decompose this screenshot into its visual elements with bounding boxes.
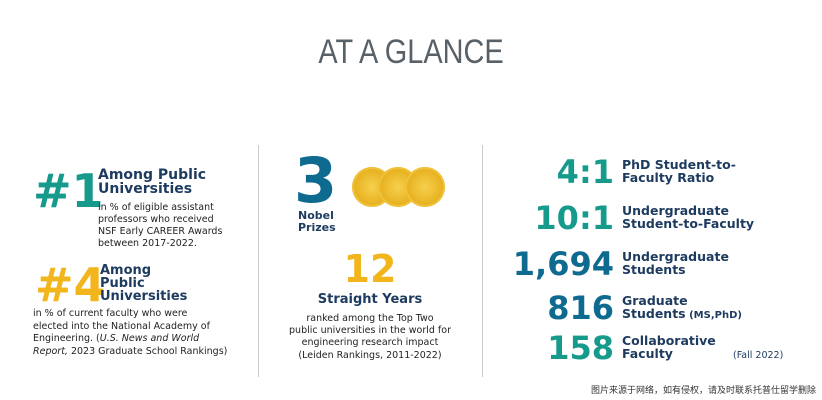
years-heading: Straight Years — [317, 292, 423, 307]
divider — [258, 145, 259, 377]
divider — [482, 145, 483, 377]
description-text: 2023 Graduate School Rankings) — [67, 345, 228, 357]
nobel-label-line: Nobel — [298, 209, 334, 222]
description-text: Engineering. ( — [33, 333, 100, 344]
stat-label-line: Students — [622, 262, 686, 277]
years-description-line: public universities in the world for — [289, 325, 451, 336]
years-description-line: ranked among the Top Two — [306, 313, 434, 324]
rank-heading: Among Public Universities — [98, 168, 206, 196]
stat-label-line: Graduate — [622, 293, 688, 308]
stat-label: PhD Student-to- Faculty Ratio — [622, 158, 736, 184]
rank-description: in % of current faculty who were elected … — [33, 308, 227, 358]
stat-suffix: (MS,PhD) — [685, 310, 742, 321]
nobel-label: Nobel Prizes — [298, 210, 336, 234]
stat-label-line: Collaborative — [622, 333, 716, 348]
stat-label: Graduate Students (MS,PhD) — [622, 294, 742, 322]
rank-number: #4 — [35, 258, 106, 312]
stat-label-line: Student-to-Faculty — [622, 216, 755, 231]
rank-description-line: NSF Early CAREER Awards — [98, 226, 223, 237]
stat-number: 816 — [547, 289, 614, 327]
years-description-line: engineering research impact — [301, 337, 439, 348]
stat-number: 158 — [547, 329, 614, 367]
rank-description-line: between 2017-2022. — [98, 238, 197, 249]
description-line: in % of current faculty who were — [33, 308, 227, 321]
years-description: ranked among the Top Two public universit… — [270, 313, 470, 349]
years-source: (Leiden Rankings, 2011-2022) — [298, 350, 442, 361]
nobel-label-line: Prizes — [298, 221, 336, 234]
description-text: Report, — [33, 345, 68, 357]
rank-heading-line: Among — [100, 263, 152, 278]
stat-label: Undergraduate Student-to-Faculty — [622, 204, 754, 230]
rank-heading-line: Public — [100, 276, 145, 291]
stat-label-line: Undergraduate — [622, 249, 729, 264]
rank-heading: Among Public Universities — [100, 264, 187, 303]
description-text: in % of current faculty who were — [33, 308, 188, 319]
stat-label-line: Faculty Ratio — [622, 170, 715, 185]
stat-label-line: Students (MS,PhD) — [622, 306, 742, 321]
stat-label-line: PhD Student-to- — [622, 157, 736, 172]
medal — [405, 167, 445, 207]
rank-heading-line: Universities — [100, 289, 188, 304]
rank-heading-line: Universities — [98, 181, 193, 197]
rank-description-line: in % of eligible assistant — [98, 202, 214, 213]
note: (Fall 2022) — [733, 350, 784, 361]
years-number: 12 — [343, 247, 397, 291]
stat-number: 1,694 — [512, 245, 614, 283]
description-text: elected into the National Academy of — [33, 320, 210, 332]
stat-number: 10:1 — [534, 199, 614, 237]
stat-number: 4:1 — [556, 153, 614, 191]
rank-description: in % of eligible assistant professors who… — [98, 202, 222, 250]
nobel-number: 3 — [294, 144, 338, 217]
stat-label: Collaborative Faculty — [622, 334, 716, 360]
footer: 图片来源于网络，如有侵权，请及时联系托普仕留学删除 — [590, 386, 816, 396]
rank-description-line: professors who received — [98, 214, 214, 225]
stat-label-line: Faculty — [622, 346, 673, 361]
description-line: Report, 2023 Graduate School Rankings) — [33, 346, 227, 359]
description-line: elected into the National Academy of — [33, 321, 227, 334]
stat-label-line: Undergraduate — [622, 203, 729, 218]
stat-label: Undergraduate Students — [622, 250, 729, 276]
description-text: U.S. News and World — [99, 333, 200, 344]
description-line: Engineering. (U.S. News and World — [33, 333, 227, 346]
title: AT A GLANCE — [318, 33, 504, 71]
rank-heading-line: Among Public — [98, 167, 207, 183]
rank-number: #1 — [33, 164, 104, 218]
